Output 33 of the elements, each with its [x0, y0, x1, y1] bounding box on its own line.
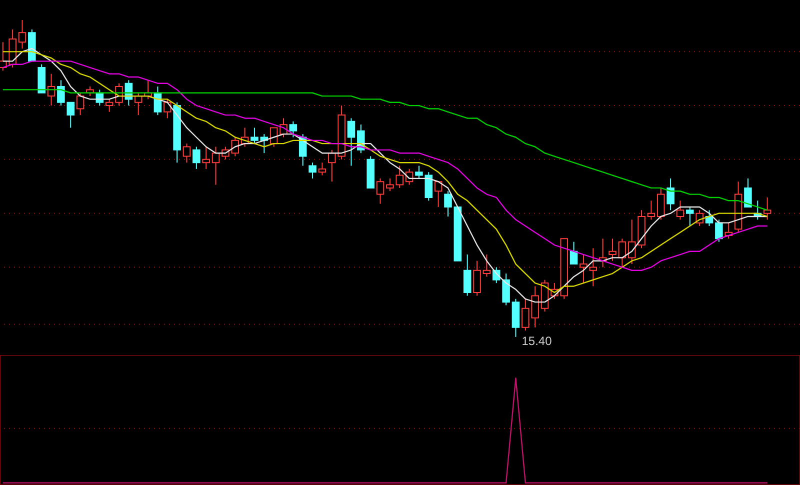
candlestick: [105, 98, 114, 112]
candlestick: [666, 178, 674, 211]
candlestick: [347, 118, 356, 166]
candlestick: [482, 254, 491, 278]
candlestick: [182, 143, 191, 164]
candlestick: [580, 254, 588, 284]
candlestick: [76, 92, 84, 116]
candlestick: [289, 120, 298, 138]
candlestick: [444, 190, 452, 217]
candlestick: [463, 254, 472, 296]
candlestick: [570, 241, 578, 265]
candlestick: [473, 260, 481, 296]
candlestick: [202, 146, 210, 170]
candlestick: [318, 162, 326, 176]
candlestick: [163, 98, 172, 119]
annotation: 15.40: [522, 334, 552, 348]
candlestick: [250, 127, 258, 144]
candlestick: [212, 146, 220, 186]
candlestick: [589, 248, 598, 287]
candlestick: [656, 187, 665, 220]
candlestick: [415, 165, 423, 179]
candlestick: [686, 206, 694, 226]
candlestick: [647, 200, 656, 220]
candlestick: [676, 200, 684, 220]
candlestick: [424, 172, 433, 202]
candlestick: [192, 146, 200, 170]
candlestick: [18, 19, 26, 49]
candlestick: [308, 162, 316, 179]
candlestick: [763, 196, 772, 220]
candlestick: [376, 178, 384, 204]
candlestick: [608, 238, 616, 262]
candlestick: [715, 219, 723, 242]
candlestick: [744, 178, 752, 208]
